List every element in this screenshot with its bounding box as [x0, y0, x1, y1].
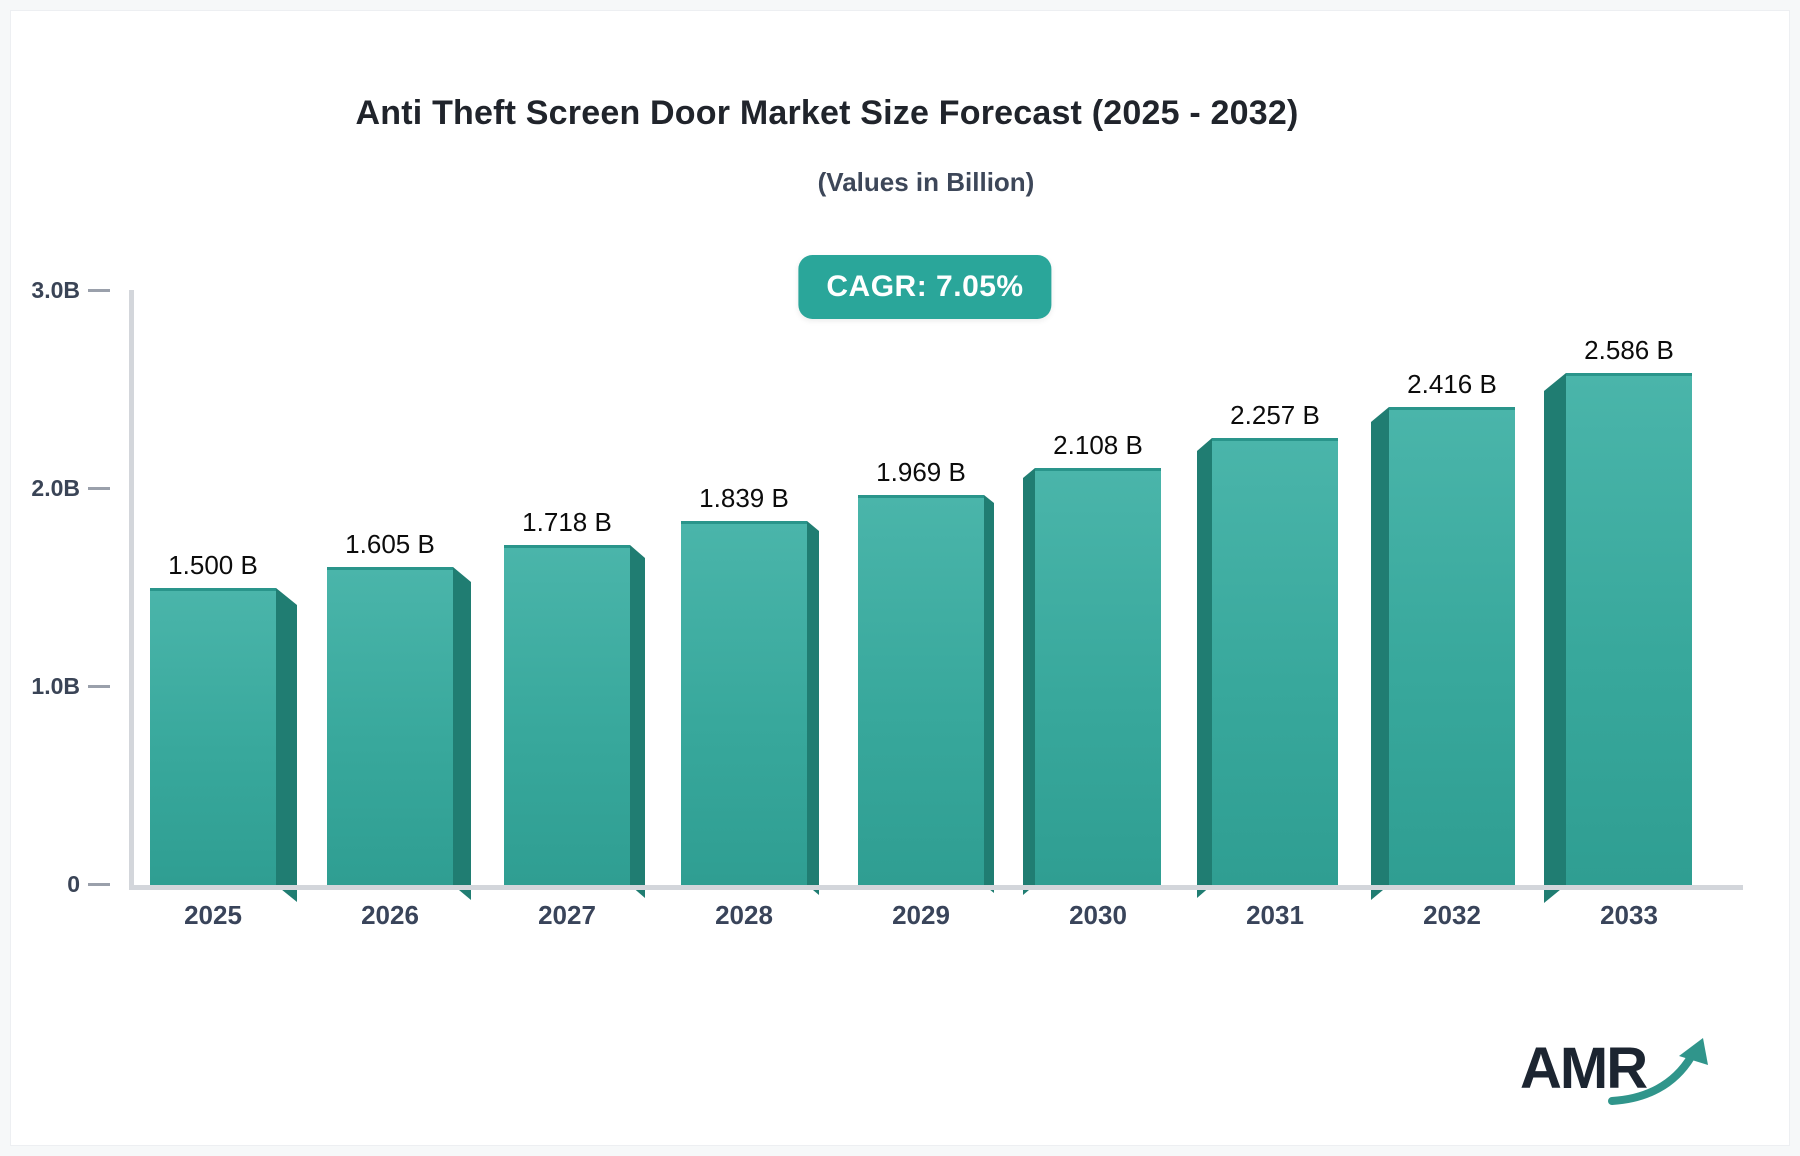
x-axis-label-2028: 2028	[715, 900, 773, 930]
bar-side-face-2029	[984, 495, 994, 893]
bar-value-label-2031: 2.257 B	[1230, 400, 1320, 430]
bar-side-face-2030	[1023, 468, 1035, 895]
x-axis-label-2025: 2025	[184, 900, 242, 930]
x-axis-label-2030: 2030	[1069, 900, 1127, 930]
x-axis-label-2031: 2031	[1246, 900, 1304, 930]
y-tick-dash-1.0B	[88, 685, 110, 688]
bar-2027[interactable]	[504, 545, 630, 885]
y-axis-line	[129, 290, 134, 890]
bar-2028[interactable]	[681, 521, 807, 885]
x-axis-label-2029: 2029	[892, 900, 950, 930]
y-tick-label-3.0B: 3.0B	[31, 277, 80, 303]
bar-2025[interactable]	[150, 588, 276, 885]
x-axis-label-2032: 2032	[1423, 900, 1481, 930]
logo-arrow-head-icon	[1679, 1038, 1708, 1065]
amr-logo-text: AMR	[1520, 1036, 1647, 1101]
bar-2031[interactable]	[1212, 438, 1338, 885]
y-tick-label-2.0B: 2.0B	[31, 475, 80, 501]
bar-side-face-2027	[630, 545, 645, 898]
bar-value-label-2027: 1.718 B	[522, 507, 612, 537]
logo-arrow-curve	[1608, 1053, 1695, 1105]
y-tick-label-0: 0	[67, 871, 80, 897]
bar-value-label-2025: 1.500 B	[168, 550, 258, 580]
chart-title: Anti Theft Screen Door Market Size Forec…	[355, 94, 1299, 132]
bar-side-face-2025	[276, 588, 297, 902]
x-axis-label-2033: 2033	[1600, 900, 1658, 930]
cagr-badge: CAGR: 7.05%	[798, 255, 1052, 319]
amr-logo: AMR	[1520, 1036, 1708, 1105]
bar-value-label-2028: 1.839 B	[699, 483, 789, 513]
bar-value-label-2032: 2.416 B	[1407, 369, 1497, 399]
bar-value-label-2029: 1.969 B	[876, 457, 966, 487]
x-axis-label-2027: 2027	[538, 900, 596, 930]
bar-2026[interactable]	[327, 567, 453, 885]
y-tick-dash-2.0B	[88, 487, 110, 490]
x-axis-line	[129, 885, 1743, 890]
y-tick-dash-0	[88, 883, 110, 886]
x-axis-label-2026: 2026	[361, 900, 419, 930]
y-tick-label-1.0B: 1.0B	[31, 673, 80, 699]
bar-2030[interactable]	[1035, 468, 1161, 885]
bar-side-face-2031	[1197, 438, 1212, 898]
bar-side-face-2032	[1371, 407, 1389, 900]
chart-subtitle: (Values in Billion)	[817, 167, 1035, 197]
bar-side-face-2026	[453, 567, 471, 900]
bar-2033[interactable]	[1566, 373, 1692, 885]
bar-value-label-2030: 2.108 B	[1053, 430, 1143, 460]
bar-side-face-2028	[807, 521, 819, 895]
y-tick-dash-3.0B	[88, 289, 110, 292]
bar-value-label-2026: 1.605 B	[345, 529, 435, 559]
bar-value-label-2033: 2.586 B	[1584, 335, 1674, 365]
bar-2029[interactable]	[858, 495, 984, 885]
bar-side-face-2033	[1544, 373, 1566, 903]
bar-2032[interactable]	[1389, 407, 1515, 885]
